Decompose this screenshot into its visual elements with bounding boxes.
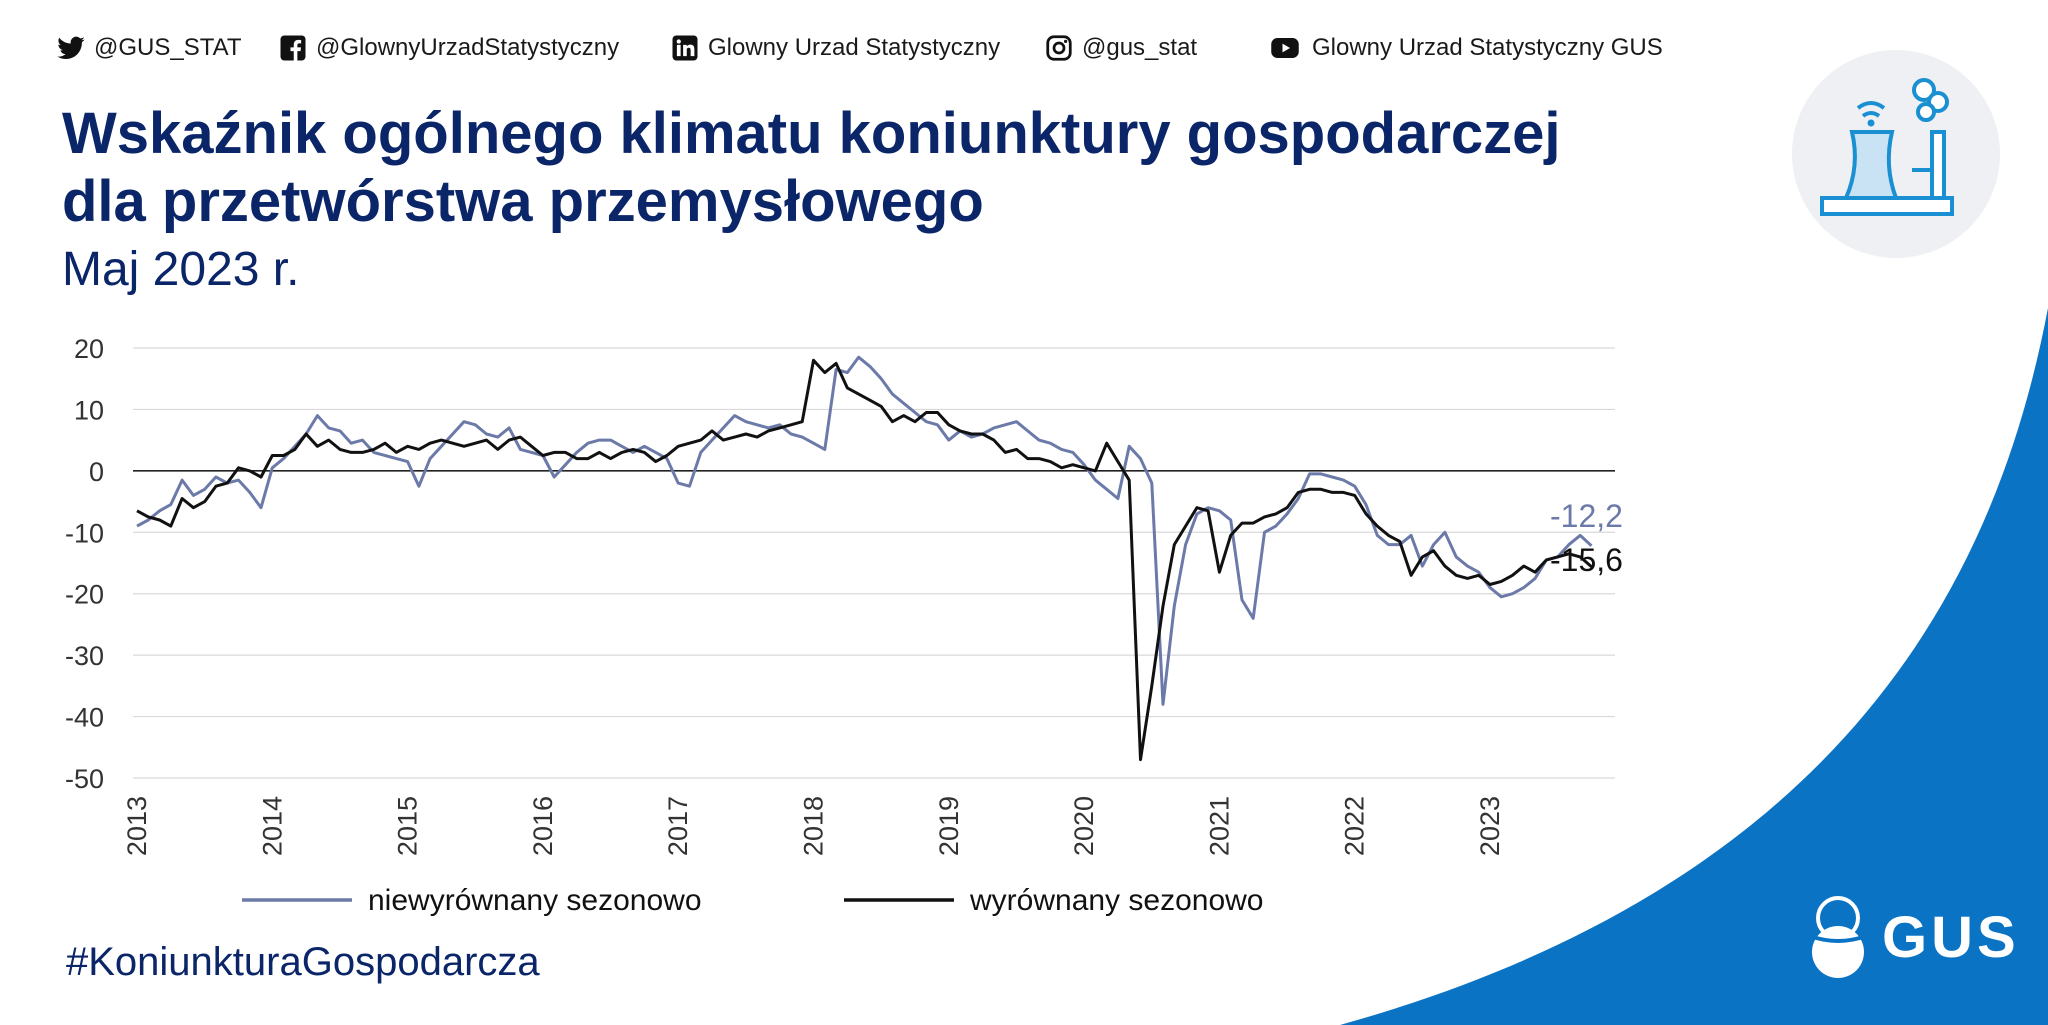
series-end-labels: -12,2 -15,6 — [1550, 498, 1623, 578]
page-title: Wskaźnik ogólnego klimatu koniunktury go… — [62, 100, 1562, 236]
x-tick-label: 2019 — [934, 796, 964, 856]
linkedin-icon — [672, 35, 698, 61]
gus-logo-mark — [1809, 896, 1867, 978]
x-tick-label: 2016 — [528, 796, 558, 856]
twitter-handle: @GUS_STAT — [94, 34, 242, 61]
chart-grid — [133, 347, 1615, 779]
y-tick-label: -50 — [65, 764, 104, 794]
x-tick-label: 2021 — [1204, 796, 1234, 856]
linkedin-handle: Glowny Urzad Statystyczny — [708, 34, 1001, 61]
x-tick-label: 2018 — [799, 796, 829, 856]
x-tick-label: 2017 — [663, 796, 693, 856]
y-tick-label: -40 — [65, 703, 104, 733]
legend-label: niewyrównany sezonowo — [368, 884, 702, 917]
instagram-handle: @gus_stat — [1082, 34, 1198, 61]
y-tick-label: -10 — [65, 518, 104, 548]
end-label-adjusted: -15,6 — [1550, 542, 1623, 578]
twitter-icon — [57, 36, 85, 60]
y-tick-label: 10 — [74, 395, 104, 425]
chart-legend: niewyrównany sezonowo wyrównany sezonowo — [242, 884, 1263, 917]
social-twitter[interactable]: @GUS_STAT — [56, 30, 242, 66]
page-subtitle: Maj 2023 r. — [62, 243, 300, 296]
x-tick-label: 2022 — [1340, 796, 1370, 856]
legend-label: wyrównany sezonowo — [969, 884, 1263, 917]
factory-icon — [1820, 78, 1954, 216]
gus-logo: GUS — [1800, 890, 2016, 990]
social-youtube[interactable]: Glowny Urzad Statystyczny GUS — [1266, 30, 1663, 66]
x-tick-label: 2020 — [1069, 796, 1099, 856]
youtube-icon — [1271, 38, 1299, 58]
social-instagram[interactable]: @gus_stat — [1044, 30, 1197, 66]
x-tick-label: 2023 — [1475, 796, 1505, 856]
factory-badge — [1792, 50, 2000, 258]
y-tick-label: -30 — [65, 641, 104, 671]
x-axis-ticks: 2013 2014 2015 2016 2017 2018 2019 2020 2021 2022… — [122, 796, 1505, 856]
series-line-unadjusted — [136, 355, 1593, 706]
facebook-icon — [280, 35, 306, 61]
y-tick-label: 0 — [89, 457, 104, 487]
youtube-handle: Glowny Urzad Statystyczny GUS — [1312, 34, 1663, 61]
instagram-icon — [1046, 35, 1072, 61]
title-line-2: dla przetwórstwa przemysłowego — [62, 169, 984, 234]
title-line-1: Wskaźnik ogólnego klimatu koniunktury go… — [62, 101, 1561, 166]
y-axis-ticks: 20 10 0 -10 -20 -30 -40 -50 — [65, 334, 104, 794]
y-tick-label: 20 — [74, 334, 104, 364]
hashtag: #KoniunkturaGospodarcza — [66, 940, 540, 984]
series-line-adjusted — [136, 358, 1593, 762]
x-tick-label: 2014 — [257, 796, 287, 856]
x-tick-label: 2015 — [393, 796, 423, 856]
facebook-handle: @GlownyUrzadStatystyczny — [316, 34, 620, 61]
x-tick-label: 2013 — [122, 796, 152, 856]
social-facebook[interactable]: @GlownyUrzadStatystyczny — [278, 30, 619, 66]
end-label-unadjusted: -12,2 — [1550, 498, 1623, 534]
chart-series — [136, 355, 1593, 762]
y-tick-label: -20 — [65, 580, 104, 610]
gus-logo-text: GUS — [1882, 905, 2020, 970]
social-linkedin[interactable]: Glowny Urzad Statystyczny — [670, 30, 1000, 66]
